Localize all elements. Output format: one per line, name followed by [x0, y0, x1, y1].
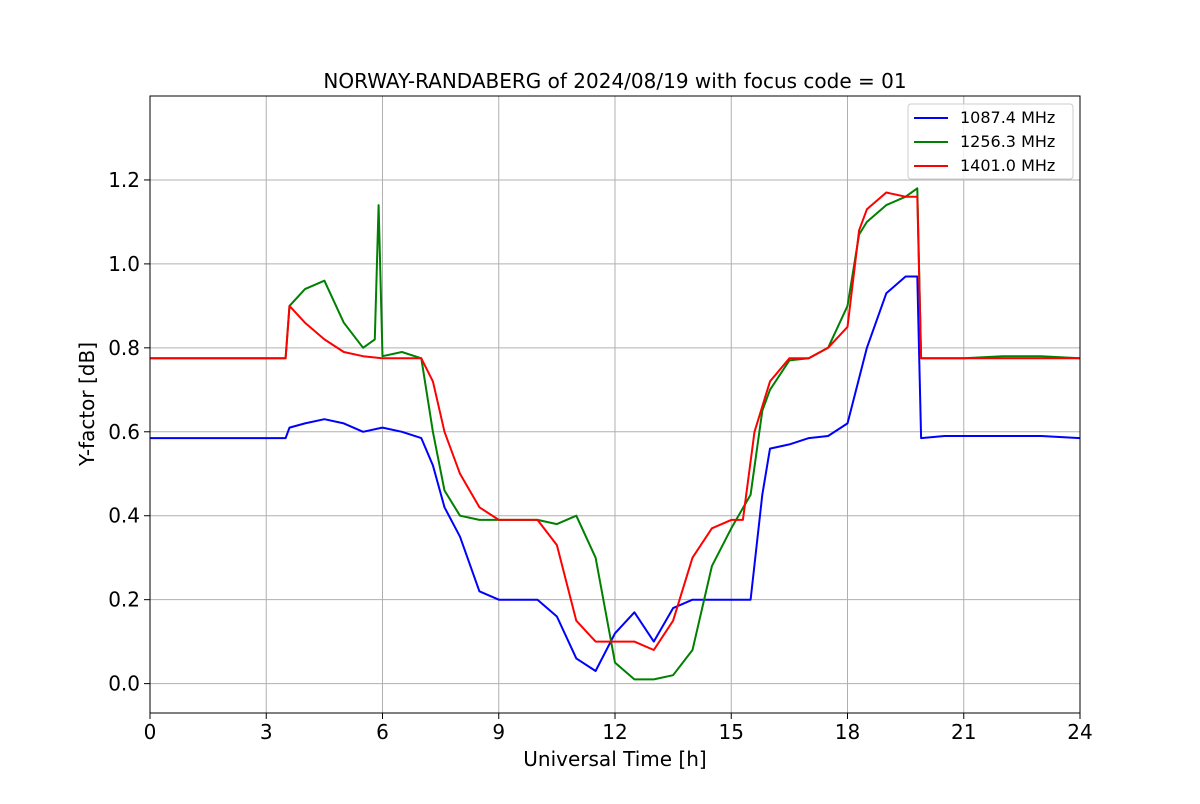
x-tick-label: 3	[260, 720, 273, 744]
y-tick-label: 0.4	[108, 504, 140, 528]
series-line-0	[150, 275, 1081, 672]
x-tick-label: 21	[951, 720, 976, 744]
legend-label-2: 1401.0 MHz	[960, 156, 1055, 175]
y-tick-label: 1.0	[108, 252, 140, 276]
axis-ticks: 0 3 6 9 12 15 18 21 24 0.0 0.2 0.4 0.6 0.8 1.0 1.2	[108, 168, 1093, 744]
x-tick-label: 15	[719, 720, 744, 744]
x-tick-label: 9	[492, 720, 505, 744]
x-tick-label: 12	[602, 720, 627, 744]
x-tick-label: 18	[835, 720, 860, 744]
series-line-1	[150, 187, 1081, 681]
series-line-2	[150, 191, 1080, 651]
y-tick-label: 0.6	[108, 420, 140, 444]
x-tick-label: 6	[376, 720, 389, 744]
x-axis-label: Universal Time [h]	[523, 747, 706, 771]
y-axis-label: Y-factor [dB]	[75, 342, 99, 467]
y-tick-label: 0.2	[108, 588, 140, 612]
series-lines	[150, 187, 1081, 681]
y-tick-label: 0.0	[108, 672, 140, 696]
legend-label-0: 1087.4 MHz	[960, 108, 1055, 127]
y-tick-label: 1.2	[108, 168, 140, 192]
legend-label-1: 1256.3 MHz	[960, 132, 1055, 151]
chart-title: NORWAY-RANDABERG of 2024/08/19 with focu…	[323, 69, 906, 93]
x-tick-label: 24	[1067, 720, 1092, 744]
legend: 1087.4 MHz 1256.3 MHz 1401.0 MHz	[907, 103, 1074, 180]
legend-box	[907, 103, 1074, 180]
x-tick-label: 0	[144, 720, 157, 744]
y-tick-label: 0.8	[108, 336, 140, 360]
